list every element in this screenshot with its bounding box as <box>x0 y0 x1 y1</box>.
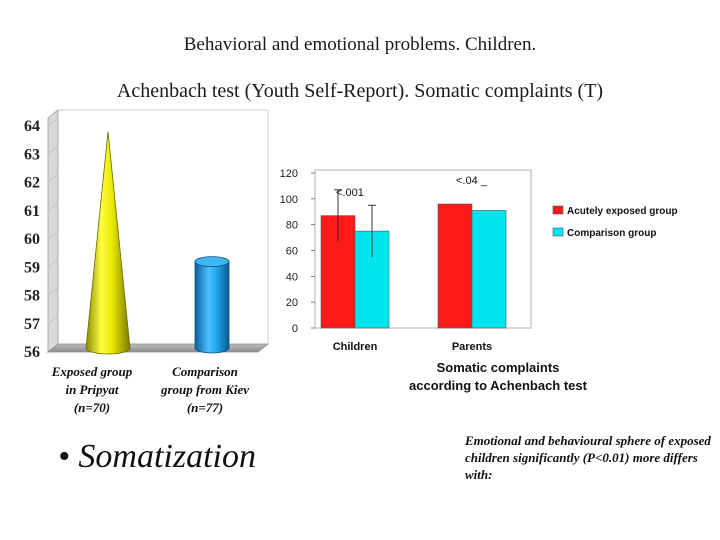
cylinder-bar-top <box>194 256 230 268</box>
left-chart-gridline <box>47 230 59 240</box>
left-chart-y-tick-label: 60 <box>24 231 40 248</box>
left-chart-side-wall <box>47 109 59 353</box>
right-chart-y-tick-label: 120 <box>280 168 298 180</box>
cone-bar-exposed-group <box>85 131 131 355</box>
somatization-bullet: • Somatization <box>58 438 256 475</box>
legend-label: Acutely exposed group <box>567 206 678 217</box>
right-chart-title: Somatic complaints <box>437 360 560 375</box>
right-chart-category-label: Children <box>333 341 378 353</box>
annotation-p-value-children: <.001 <box>336 187 364 199</box>
left-chart-floor <box>46 343 270 353</box>
right-chart-category-label: Parents <box>452 341 492 353</box>
left-chart-y-tick-label: 56 <box>24 344 40 361</box>
right-chart-y-tick-label: 100 <box>280 194 298 206</box>
right-chart: 120 100 80 60 40 20 0 Children Parents <.001 <.04… <box>280 168 678 393</box>
left-chart-gridline <box>47 315 59 325</box>
left-chart-category-label: Comparison <box>172 364 238 379</box>
left-chart-y-tick-label: 57 <box>24 316 40 333</box>
legend-label: Comparison group <box>567 228 656 239</box>
legend-swatch <box>552 205 564 215</box>
cylinder-bar-comparison-group <box>194 261 230 354</box>
right-chart-y-tick-label: 20 <box>286 297 298 309</box>
bullet-text: Somatization <box>78 438 256 475</box>
left-chart-gridline <box>47 174 59 183</box>
left-chart-category-label: Exposed group <box>51 364 133 379</box>
right-chart-y-tick-label: 80 <box>286 220 298 232</box>
legend-swatch <box>552 227 564 237</box>
left-chart: 64 63 62 61 60 59 58 57 56 Exposed group in Pripya… <box>24 109 270 415</box>
right-chart-y-tick-label: 0 <box>292 323 298 335</box>
left-chart-gridline <box>47 117 59 127</box>
left-chart-y-tick-label: 63 <box>24 146 40 163</box>
conclusion-note: Emotional and behavioural sphere of expo… <box>465 433 711 482</box>
annotation-p-value-parents: <.04 _ <box>456 175 488 187</box>
left-chart-y-tick-label: 59 <box>24 259 40 276</box>
right-chart-title: according to Achenbach test <box>409 378 588 393</box>
left-chart-gridline <box>47 145 59 155</box>
left-chart-gridline <box>47 287 59 296</box>
right-chart-y-tick-label: 40 <box>286 271 298 283</box>
page-title: Behavioral and emotional problems. Child… <box>183 34 537 55</box>
left-chart-y-tick-label: 61 <box>24 203 40 220</box>
right-chart-y-tick-label: 60 <box>286 246 298 258</box>
left-chart-category-label: group from Kiev <box>160 382 249 397</box>
bar-comparison-parents <box>471 210 507 329</box>
bar-acutely-exposed-parents <box>437 203 473 329</box>
page-subtitle: Achenbach test (Youth Self-Report). Soma… <box>116 80 604 102</box>
left-chart-y-tick-label: 64 <box>24 118 40 135</box>
left-chart-category-label: (n=77) <box>187 400 223 415</box>
left-chart-y-tick-label: 58 <box>24 288 40 305</box>
left-chart-category-label: (n=70) <box>74 400 110 415</box>
left-chart-y-tick-label: 62 <box>24 175 40 192</box>
left-chart-category-label: in Pripyat <box>65 382 118 397</box>
left-chart-gridline <box>47 202 59 212</box>
left-chart-gridline <box>47 258 59 268</box>
